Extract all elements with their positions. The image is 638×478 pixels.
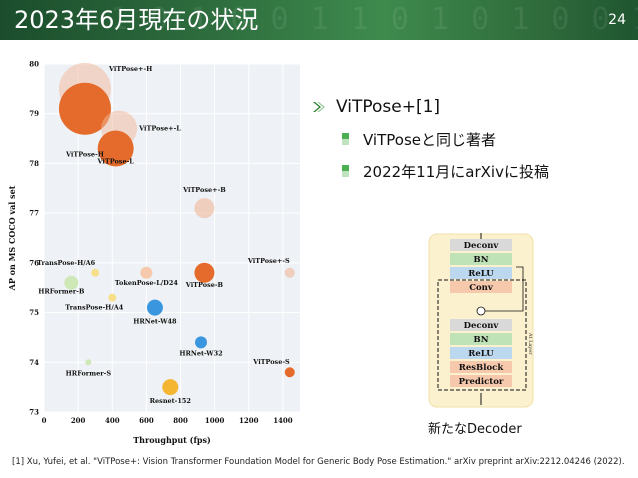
scatter-chart: ViTPose+-H ViTPose-H ViTPose+-L ViTPose-L Vi… [6,58,306,448]
data-point-label: TransPose-H/A6 [37,259,95,267]
x-tick-label: 200 [71,416,86,425]
data-point [58,82,111,135]
scatter-chart-svg: ViTPose+-H ViTPose-H ViTPose+-L ViTPose-L Vi… [7,60,300,445]
data-point-label: TokenPose-L/D24 [115,279,178,287]
reference-citation: [1] Xu, Yufei, et al. "ViTPose+: Vision … [12,457,625,467]
bullet-sub-item: 2022年11月にarXivに投稿 [342,158,632,184]
data-point-label: ViTPose-L [97,158,135,166]
decoder-diagram-svg: Deconv BN ReLU Conv Deconv BN ReLU ResBlock Pred… [428,233,534,408]
bullet-main-text: ViTPose+[1] [336,97,441,117]
square-bullet-icon [342,133,349,145]
decoder-block [450,361,512,373]
data-point-label: ViTPose+-L [138,125,181,133]
data-point [85,359,92,366]
bullet-sub-item: ViTPoseと同じ著者 [342,126,632,152]
y-tick-label: 75 [29,308,39,317]
decoder-block [450,239,512,251]
data-point [91,268,100,277]
data-point [97,130,134,167]
square-bullet-icon [342,165,349,177]
y-tick-label: 79 [29,109,39,118]
data-point-label: ViTPose+-S [247,257,290,265]
decoder-caption: 新たなDecoder [428,422,522,437]
data-point-label: HRFormer-B [38,288,85,296]
x-tick-label: 0 [42,416,47,425]
data-point-label: TransPose-H/A4 [65,304,123,312]
data-point-label: HRFormer-S [66,369,112,377]
decoder-block [450,253,512,265]
data-point [284,267,295,278]
decoder-block [450,267,512,279]
y-tick-label: 78 [29,159,39,168]
data-point [64,275,79,290]
repeat-region [437,279,527,391]
decoder-block-label: Conv [469,283,494,293]
decoder-diagram: Deconv BN ReLU Conv Deconv BN ReLU ResBlock Pred… [428,233,534,408]
x-tick-label: 1000 [205,416,225,425]
data-point-label: Resnet-152 [150,397,191,405]
bullet-list: ViTPose+[1] ViTPoseと同じ著者 2022年11月にarXivに… [312,94,632,184]
decoder-block-label: BN [474,255,489,265]
slide-title: 2023年6月現在の状況 [14,6,259,34]
data-point-label: ViTPose-B [185,281,224,289]
y-axis-label: AP on MS COCO val set [7,185,17,291]
y-tick-label: 80 [29,60,39,69]
data-point-label: ViTPose+-B [182,186,226,194]
decoder-block [450,319,512,331]
data-point-label: ViTPose+-H [108,65,152,73]
header-binary-pattern: 1 0 1 0 0 1 1 0 1 0 1 0 0 1 0 1 1 0 1 0 … [110,2,638,37]
bullet-main: ViTPose+[1] [312,94,632,120]
x-tick-label: 1200 [239,416,259,425]
data-point [108,293,117,302]
chevron-bullet-icon [313,102,325,112]
y-tick-label: 76 [29,258,39,267]
data-point-label: ViTPose-H [65,151,104,159]
x-tick-label: 1400 [273,416,293,425]
x-tick-label: 800 [173,416,188,425]
data-point [194,198,215,219]
data-point-label: HRNet-W48 [133,318,177,326]
decoder-block-label: ResBlock [459,363,505,373]
data-point [195,336,208,349]
decoder-block-label: BN [474,335,489,345]
decoder-side-label: At Layer [527,332,533,355]
x-tick-label: 600 [139,416,154,425]
decoder-block [450,281,512,293]
data-point [162,379,179,396]
decoder-block [450,333,512,345]
data-point [194,262,215,283]
y-tick-label: 74 [29,358,39,367]
data-point-label: ViTPose-S [252,358,290,366]
y-tick-label: 77 [29,209,39,218]
decoder-block [450,347,512,359]
bullet-sub-text: 2022年11月にarXivに投稿 [363,162,549,181]
skip-connection [485,266,524,312]
decoder-block-label: Deconv [464,321,500,331]
data-point [140,266,153,279]
data-point [146,299,163,316]
y-tick-label: 73 [29,408,39,417]
x-tick-label: 400 [105,416,120,425]
data-point [284,367,295,378]
decoder-block-label: Predictor [459,377,504,387]
add-node-icon [476,306,486,316]
data-point-label: HRNet-W32 [179,349,222,357]
page-number: 24 [608,12,626,28]
slide-header: 1 0 1 0 0 1 1 0 1 0 1 0 0 1 0 1 1 0 1 0 … [0,0,638,40]
decoder-block-label: ReLU [468,349,494,359]
decoder-block-label: Deconv [464,241,500,251]
decoder-block [450,375,512,387]
decoder-block-label: ReLU [468,269,494,279]
x-axis-label: Throughput (fps) [133,435,211,445]
bullet-sub-text: ViTPoseと同じ著者 [363,130,496,149]
